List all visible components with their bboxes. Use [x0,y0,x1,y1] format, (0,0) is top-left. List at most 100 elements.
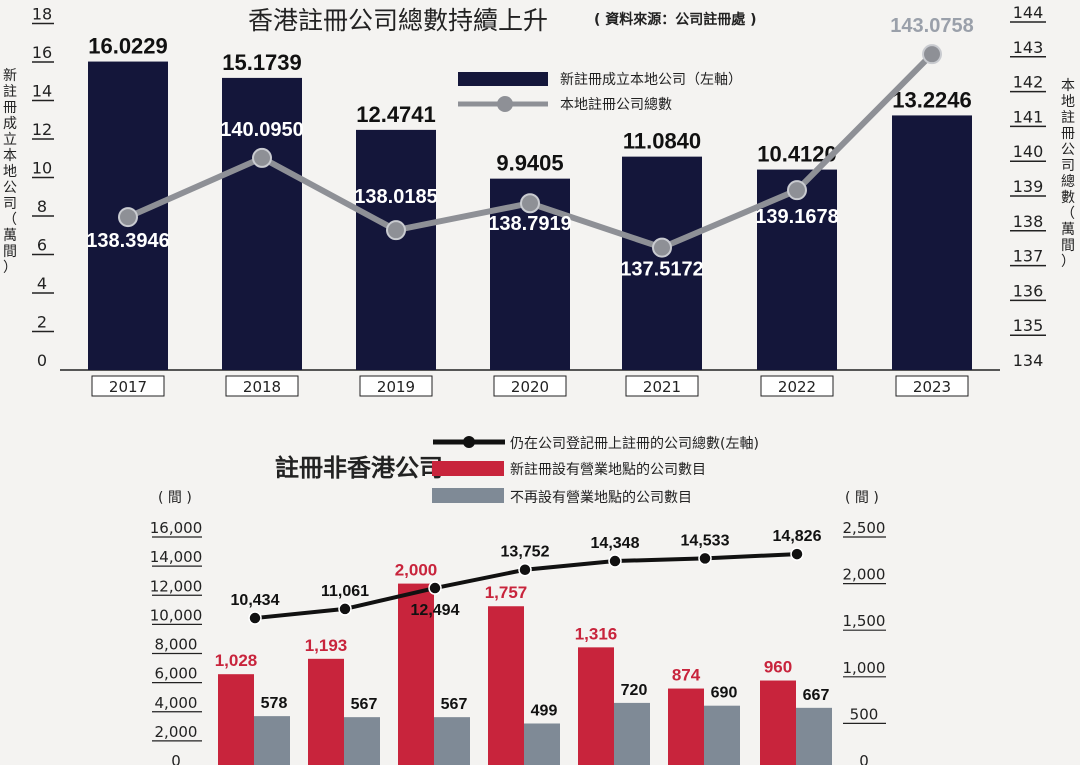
left-tick-label: 16,000 [150,519,203,537]
right-tick-label: 143 [1013,38,1044,57]
bar-value-label: 12.4741 [356,102,436,127]
year-box [895,375,969,397]
line-value-label: 138.3946 [86,230,169,252]
right-axis-label-char: ） [1061,254,1075,270]
line-point [922,44,942,65]
red-bar [218,674,254,765]
right-tick-label: 0 [859,752,869,765]
bar-value-label: 11.0840 [623,129,701,154]
right-tick-label: 500 [850,705,879,723]
right-axis-label-char: （ [1061,206,1075,222]
left-tick-label: 12,000 [150,577,203,595]
line-value-label: 138.7919 [488,213,571,235]
right-tick-label: 140 [1013,142,1044,161]
left-tick-label: 4 [37,274,47,293]
grey-bar [254,716,290,765]
right-tick-label: 137 [1013,247,1044,266]
line-point [118,207,138,228]
left-tick-label: 12 [32,120,52,139]
right-axis-label-char: 間 [1061,238,1075,254]
red-bar [308,658,344,765]
legend2-red-swatch [432,461,504,476]
left-tick-label: 2,000 [155,723,198,741]
left-tick-label: 2 [37,313,47,332]
line-point [428,581,442,595]
x-tick-label: 2021 [643,378,681,396]
line-value-label: 10,434 [231,592,280,609]
left-tick-label: 6,000 [155,665,198,683]
chart2-right-unit: ( 間 ) [845,490,879,506]
right-axis-label-char: 註 [1061,110,1075,126]
year-box [625,375,699,397]
left-tick-label: 8,000 [155,636,198,654]
line-point [608,554,622,568]
legend2-red-label: 新註冊設有營業地點的公司數目 [510,462,706,478]
year-box [359,375,433,397]
year-box [91,375,165,397]
grey-bar-label: 578 [261,695,288,712]
chart1-title: 香港註冊公司總數持續上升 [248,6,548,35]
legend1-bar-label: 新註冊成立本地公司（左軸） [560,72,742,88]
bar-value-label: 15.1739 [222,50,302,75]
line-value-label: 11,061 [321,583,369,600]
red-bar [488,606,524,765]
line-value-label: 143.0758 [890,15,973,37]
grey-bar-label: 567 [441,696,468,713]
right-tick-label: 142 [1013,73,1044,92]
line-value-label: 14,348 [591,535,640,552]
legend2-line-label: 仍在公司登記冊上註冊的公司總數(左軸) [510,435,759,452]
left-axis-label-char: 成 [3,116,17,132]
legend1-line-label: 本地註冊公司總數 [560,96,672,113]
right-tick-label: 134 [1013,351,1044,370]
grey-bar-label: 720 [621,682,648,699]
legend1-line-marker [497,96,513,112]
line-value-label: 137.5172 [620,259,703,281]
line-point [520,193,540,214]
chart2-title: 註冊非香港公司 [275,454,443,482]
left-tick-label: 4,000 [155,694,198,712]
grey-bar [344,717,380,765]
red-bar-label: 874 [672,666,701,685]
right-tick-label: 2,500 [843,519,886,537]
line-value-label: 14,826 [773,528,822,545]
year-box [225,375,299,397]
left-tick-label: 6 [37,236,47,255]
grey-bar-label: 667 [803,687,830,704]
red-bar-label: 1,757 [485,583,528,602]
right-tick-label: 139 [1013,177,1044,196]
legend2-line-marker [463,436,475,448]
line-value-label: 13,752 [501,544,550,561]
x-tick-label: 2019 [377,378,415,396]
left-axis-label-char: 地 [3,164,17,180]
left-axis-label-char: 冊 [3,100,17,116]
line-point [248,611,262,625]
line-value-label: 138.0185 [354,186,437,208]
line-point [338,602,352,616]
grey-bar-label: 567 [351,696,378,713]
left-tick-label: 8 [37,197,47,216]
right-axis-label-char: 司 [1061,158,1075,174]
right-tick-label: 138 [1013,212,1044,231]
red-bar-label: 1,028 [215,651,258,670]
right-axis-label-char: 本 [1061,78,1075,94]
grey-bar [704,705,740,765]
left-axis-label-char: 公 [3,180,17,196]
bar-2018 [222,77,302,370]
red-bar-label: 960 [764,658,792,677]
line-value-label: 139.1678 [755,206,838,228]
line-value-label: 14,533 [681,532,730,549]
right-tick-label: 135 [1013,316,1044,335]
bar-2021 [622,156,702,370]
right-tick-label: 2,000 [843,566,886,584]
x-tick-label: 2023 [913,378,951,396]
bar-value-label: 13.2246 [892,87,972,112]
chart2-left-unit: ( 間 ) [158,490,192,506]
left-tick-label: 14,000 [150,548,203,566]
right-tick-label: 1,500 [843,612,886,630]
red-bar [578,647,614,765]
right-axis-label-char: 冊 [1061,126,1075,142]
left-axis-label-char: 司 [3,196,17,212]
left-axis-label-char: （ [3,212,17,228]
line-point [787,180,807,201]
year-box [493,375,567,397]
